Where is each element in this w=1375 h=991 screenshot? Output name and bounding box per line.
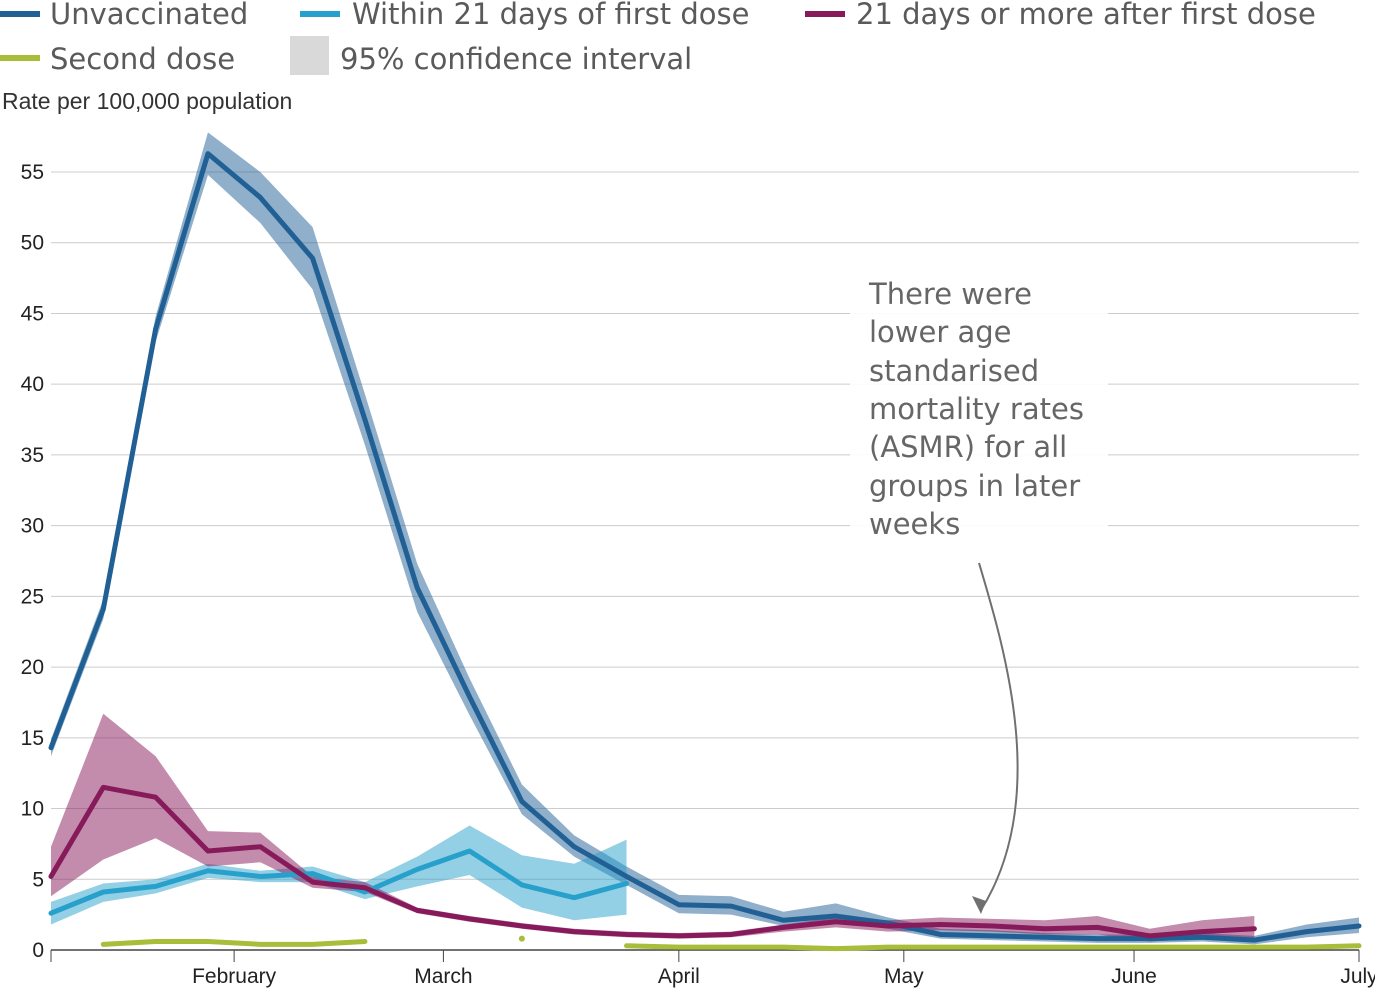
y-tick-label-10: 10 [21,798,44,821]
x-axis: February March April May June July [50,950,1375,988]
y-tick-label-55: 55 [21,161,44,184]
x-tick-label-july: July [1340,965,1375,988]
x-tick-label-february: February [192,965,277,988]
annotation-line-2: lower age [869,315,1012,349]
y-tick-label-20: 20 [21,656,44,679]
legend-label-unvaccinated: Unvaccinated [50,0,248,31]
annotation-line-6: groups in later [869,469,1080,503]
annotation-line-3: standarised [869,354,1039,388]
legend: Unvaccinated Within 21 days of first dos… [0,0,1316,76]
annotation-background [850,270,1108,538]
annotation-line-5: (ASMR) for all [869,430,1067,464]
series-lines [48,151,1362,952]
annotation-arrow-head [972,896,986,914]
y-tick-label-50: 50 [21,232,44,255]
confidence-band-unvaccinated [51,132,1359,945]
y-tick-label-40: 40 [21,373,44,396]
legend-swatch-confidence-interval [290,36,329,75]
y-tick-label-30: 30 [21,515,44,538]
y-tick-label-45: 45 [21,302,44,325]
legend-label-21-days-or-more: 21 days or more after first dose [856,0,1316,31]
annotation-line-1: There were [868,277,1032,311]
x-tick-label-april: April [658,965,700,988]
annotation-line-4: mortality rates [869,392,1084,426]
y-tick-label-35: 35 [21,444,44,467]
series-line-second-dose-point-1 [518,935,525,942]
annotation-text: There were lower age standarised mortali… [868,277,1093,541]
legend-label-within-21-days: Within 21 days of first dose [352,0,749,31]
series-line-21-days-or-more-after-first-dose [48,784,1257,939]
x-tick-label-march: March [414,965,472,988]
series-line-unvaccinated [48,151,1362,943]
y-axis-title: Rate per 100,000 population [2,88,292,114]
y-tick-label-0: 0 [32,939,44,962]
y-tick-label-5: 5 [32,868,44,891]
annotation-line-7: weeks [869,507,960,541]
y-tick-label-15: 15 [21,727,44,750]
series-line-second-dose-segment-0 [100,939,368,947]
confidence-band-within-21-days-of-first-dose [51,825,627,925]
confidence-band-21-days-or-more-after-first-dose [51,713,1255,942]
x-tick-label-june: June [1111,965,1157,988]
legend-label-second-dose: Second dose [50,42,235,76]
y-tick-label-25: 25 [21,585,44,608]
annotation-arrow-line [978,562,1019,911]
confidence-bands [51,132,1359,945]
annotation: There were lower age standarised mortali… [850,270,1108,914]
x-tick-label-may: May [884,965,924,988]
legend-label-confidence-interval: 95% confidence interval [340,42,692,76]
y-tick-labels: 0 5 10 15 20 25 30 35 40 45 50 55 [21,161,44,962]
series-line-second-dose-segment-2 [624,943,1362,952]
